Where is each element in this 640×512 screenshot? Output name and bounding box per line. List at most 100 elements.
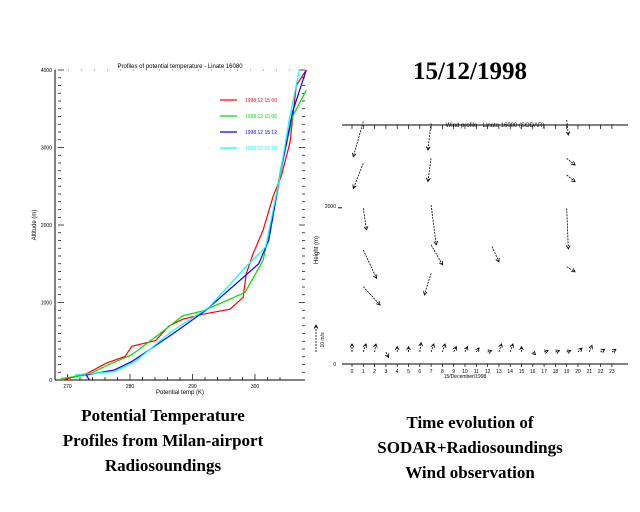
x-tick-label: 2 [373,369,376,375]
chart-title: Wind profile - Linate 16080 (SODAR) [446,123,545,129]
x-tick-label: 15 [519,369,525,375]
sodar-arrow-head [578,347,583,352]
wind-arrow [427,158,432,182]
wind-arrow [430,204,437,245]
x-tick-label: 9 [452,369,455,375]
x-tick-label: 12 [485,369,491,375]
right-caption-line: SODAR+Radiosoundings [377,438,563,457]
wind-arrow-head [352,184,357,190]
wind-arrow-head [426,177,431,183]
wind-arrow-head [433,241,439,246]
sodar-arrow [442,343,446,353]
sodar-arrow-head [588,344,593,350]
sodar-arrow-head [362,343,368,348]
sodar-arrow [464,346,469,353]
x-tick-label: 270 [63,384,72,390]
wind-arrow-head [373,274,378,280]
sodar-arrow-head [418,341,423,347]
x-tick-label: 19 [564,369,570,375]
x-tick-label: 1 [362,369,365,375]
sodar-arrow-head [544,349,549,354]
sodar-arrow-head [531,350,537,356]
sodar-arrow [362,343,367,353]
slide-date-title: 15/12/1998 [413,58,527,85]
left-caption: Potential Temperature Profiles from Mila… [10,403,316,478]
sodar-arrow-head [600,348,606,354]
wind-arrow-head [565,131,571,136]
x-tick-label: 280 [126,384,135,390]
sodar-arrow [509,343,514,353]
wind-arrow-head [352,152,357,158]
wind-arrow [566,157,576,166]
wind-arrow-head [565,245,571,250]
sodar-arrow-head [498,343,503,348]
sodar-arrow-head [487,349,493,354]
x-tick-label: 300 [251,384,260,390]
sodar-arrow-head [452,345,457,351]
wind-arrow [566,174,576,183]
sodar-arrow-head [441,343,447,348]
wind-arrow-head [426,146,431,151]
right-caption-line: Time evolution of [406,413,534,432]
sodar-arrow [453,346,457,353]
series-line [62,69,307,381]
right-caption-line: Wind observation [405,463,535,482]
y-tick-label: 0 [333,362,336,368]
sodar-arrow [430,343,435,353]
sodar-arrow-head [394,345,400,351]
sodar-arrow-head [464,345,469,351]
x-tick-label: 3 [385,369,388,375]
sodar-arrow-head [373,343,378,348]
x-tick-label: 11 [474,369,479,375]
y-tick-label: 0 [49,378,52,384]
sodar-arrow-head [349,343,355,348]
legend-label: 1998 12 15 12 [245,130,277,136]
wind-arrow [427,123,432,151]
y-tick-label: 4000 [41,68,52,74]
wind-arrow [491,246,500,262]
wind-arrow-head [439,260,444,266]
sodar-arrow-head [475,347,480,352]
x-tick-label: 16 [530,369,536,375]
x-axis-label: Potential temp (K) [156,390,204,396]
wind-arrow [430,244,444,266]
wind-arrow-head [423,290,428,296]
wind-arrow [566,266,576,273]
series-line [74,69,300,376]
x-tick-label: 290 [188,384,197,390]
wind-arrow-head [571,268,576,273]
x-tick-label: 6 [418,369,421,375]
x-tick-label: 10 [462,369,468,375]
x-tick-label: 18 [553,369,559,375]
wind-arrow [352,121,364,157]
legend-label: 1998 12 15 06 [245,114,277,120]
wind-arrow-head [495,257,500,263]
y-axis-label: Altitude (m) [32,210,38,241]
x-tick-label: 4 [396,369,399,375]
left-caption-line: Radiosoundings [104,456,222,475]
series-line [85,69,307,381]
wind-arrow [363,286,381,306]
y-tick-label: 3000 [41,146,52,152]
sodar-arrow-head [509,343,515,348]
wind-arrow [362,249,377,279]
x-tick-label: 21 [587,369,593,375]
sodar-arrow-head [611,348,617,354]
x-tick-label: 20 [575,369,581,375]
right-caption: Time evolution of SODAR+Radiosoundings W… [320,410,620,485]
reference-arrow-label: 10 m/s [320,332,326,348]
left-caption-line: Profiles from Milan-airport [62,431,264,450]
sodar-arrow-head [406,345,411,351]
legend-label: 1998 12 15 00 [245,98,277,104]
x-tick-label: 14 [507,369,513,375]
sodar-arrow-head [430,343,435,348]
sodar-arrow [498,343,502,353]
x-tick-label: 7 [430,369,433,375]
x-tick-label: 22 [598,369,604,375]
sodar-arrow [577,347,583,353]
reference-arrow-head [313,324,319,329]
y-tick-label: 2000 [325,204,336,210]
x-tick-label: 8 [441,369,444,375]
